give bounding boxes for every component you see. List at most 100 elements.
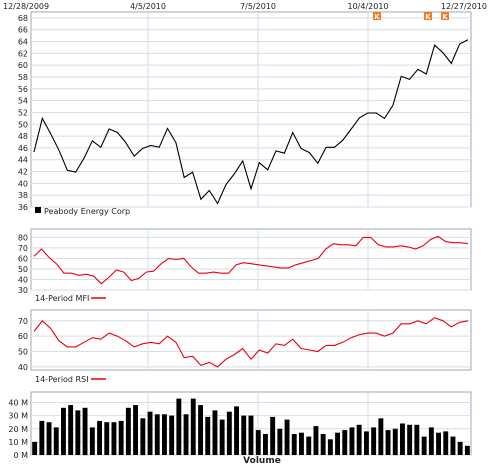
volume-bar xyxy=(198,405,203,455)
rsi-legend-label: 14-Period RSI xyxy=(35,375,89,384)
event-marker-icon xyxy=(441,12,449,20)
rsi-y-tick-label: 40 xyxy=(18,363,28,372)
volume-bar xyxy=(306,436,312,455)
price-y-tick-label: 56 xyxy=(18,85,28,94)
volume-bar xyxy=(75,410,81,455)
volume-bar xyxy=(436,432,441,455)
volume-bar xyxy=(356,424,362,455)
mfi-y-tick-label: 60 xyxy=(18,254,28,263)
volume-bar xyxy=(320,434,326,455)
rsi-series-line xyxy=(33,317,469,368)
mfi-legend-label: 14-Period MFI xyxy=(35,294,89,303)
volume-bar xyxy=(284,419,290,455)
volume-y-tick-label: 40 M xyxy=(8,399,28,408)
volume-y-tick-label: 30 M xyxy=(8,412,28,421)
price-y-tick-label: 64 xyxy=(18,38,28,47)
volume-bar xyxy=(140,418,146,456)
volume-bar xyxy=(183,414,189,455)
x-tick-label: 10/4/2010 xyxy=(347,2,388,11)
volume-bar xyxy=(104,422,110,455)
volume-bar xyxy=(248,415,254,455)
volume-bar xyxy=(39,420,45,455)
volume-y-tick-label: 20 M xyxy=(8,425,28,434)
volume-bar xyxy=(219,419,225,455)
price-y-tick-label: 54 xyxy=(18,97,28,106)
volume-bar xyxy=(190,398,196,455)
price-series-line xyxy=(33,39,469,205)
volume-bar xyxy=(97,420,102,455)
event-marker-icon xyxy=(373,12,381,20)
volume-bar xyxy=(277,428,283,456)
event-marker-label: K xyxy=(374,13,380,21)
volume-bar xyxy=(407,424,413,455)
volume-bar xyxy=(421,436,427,455)
volume-bar xyxy=(342,430,348,455)
volume-bar xyxy=(428,427,434,455)
volume-bar xyxy=(46,422,52,455)
volume-bar xyxy=(400,423,405,455)
volume-bar xyxy=(82,407,88,456)
volume-bar xyxy=(443,431,449,455)
volume-bar xyxy=(392,428,398,456)
volume-bar xyxy=(327,439,333,456)
volume-bar xyxy=(378,418,384,456)
volume-bar xyxy=(349,427,355,455)
volume-bar xyxy=(176,398,182,455)
volume-y-tick-label: 10 M xyxy=(8,438,28,447)
volume-bar xyxy=(371,427,377,455)
volume-x-label: Volume xyxy=(243,456,281,466)
price-y-tick-label: 52 xyxy=(18,108,28,117)
price-y-tick-label: 68 xyxy=(18,14,28,23)
price-y-tick-label: 62 xyxy=(18,49,28,58)
volume-bar xyxy=(61,407,66,456)
volume-bar xyxy=(154,414,160,455)
price-y-tick-label: 66 xyxy=(18,26,28,35)
price-legend-label: Peabody Energy Corp xyxy=(44,207,130,216)
volume-bar xyxy=(335,432,340,455)
price-y-tick-label: 42 xyxy=(18,168,28,177)
volume-bar xyxy=(255,430,261,455)
mfi-y-tick-label: 80 xyxy=(18,233,28,242)
volume-bar xyxy=(270,416,276,455)
mfi-y-tick-label: 50 xyxy=(18,265,28,274)
mfi-y-tick-label: 70 xyxy=(18,244,28,253)
rsi-y-tick-label: 70 xyxy=(18,317,28,326)
event-marker-label: K xyxy=(442,13,448,21)
volume-bar xyxy=(133,405,138,455)
rsi-y-tick-label: 60 xyxy=(18,332,28,341)
volume-bar xyxy=(234,406,239,455)
price-y-tick-label: 36 xyxy=(18,203,28,212)
mfi-panel-frame xyxy=(30,228,472,291)
price-y-tick-label: 50 xyxy=(18,120,28,129)
mfi-y-tick-label: 40 xyxy=(18,275,28,284)
volume-bar xyxy=(212,410,218,455)
rsi-y-tick-label: 50 xyxy=(18,348,28,357)
volume-bar xyxy=(68,405,74,455)
price-y-tick-label: 58 xyxy=(18,73,28,82)
volume-bar xyxy=(32,441,38,455)
volume-bar xyxy=(125,407,131,456)
x-tick-label: 12/28/2009 xyxy=(3,2,49,11)
volume-bar xyxy=(385,430,391,455)
price-legend-swatch xyxy=(35,207,41,213)
event-marker-icon xyxy=(424,12,432,20)
x-tick-label: 7/5/2010 xyxy=(240,2,276,11)
price-y-tick-label: 46 xyxy=(18,144,28,153)
volume-bar xyxy=(162,414,167,455)
volume-bar xyxy=(241,415,247,455)
volume-bar xyxy=(299,432,304,455)
volume-bar xyxy=(169,415,175,455)
volume-bar xyxy=(226,411,232,455)
x-tick-label: 12/27/2010 xyxy=(441,2,487,11)
price-y-tick-label: 44 xyxy=(18,156,28,165)
price-y-tick-label: 38 xyxy=(18,191,28,200)
volume-bar xyxy=(263,434,268,455)
volume-bar xyxy=(414,424,420,455)
mfi-y-tick-label: 30 xyxy=(18,286,28,295)
volume-y-tick-label: 0 M xyxy=(13,451,28,460)
volume-bar xyxy=(457,441,463,455)
volume-bar xyxy=(89,427,95,455)
volume-bar xyxy=(291,434,297,455)
volume-bar xyxy=(118,420,124,455)
